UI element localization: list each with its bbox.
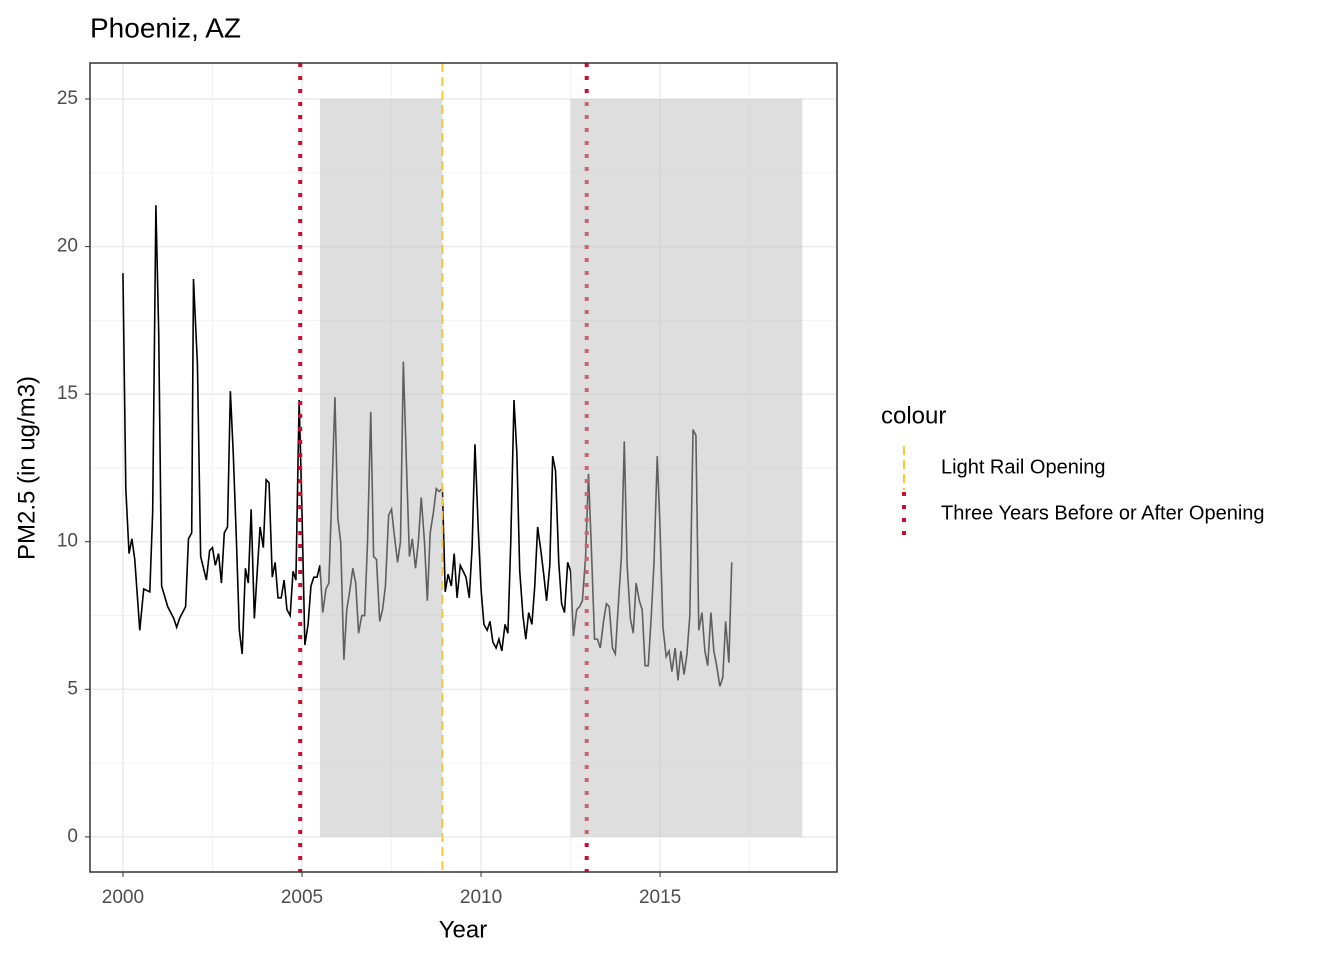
shaded-region	[570, 99, 803, 837]
x-tick-label: 2015	[639, 887, 681, 908]
legend-title: colour	[881, 402, 946, 429]
y-tick-label: 20	[57, 236, 78, 257]
plot-border	[89, 62, 838, 873]
x-tick-label: 2005	[281, 887, 323, 908]
x-tick-label: 2000	[102, 887, 144, 908]
y-tick-label: 10	[57, 531, 78, 552]
x-axis-label: Year	[439, 916, 488, 943]
y-tick-label: 25	[57, 88, 78, 109]
legend-label: Three Years Before or After Opening	[941, 502, 1265, 524]
y-axis-label: PM2.5 (in ug/m3)	[13, 376, 40, 560]
legend-label: Light Rail Opening	[941, 456, 1106, 478]
shaded-region	[319, 99, 443, 837]
y-tick-label: 5	[67, 678, 78, 699]
y-tick-label: 15	[57, 383, 78, 404]
y-tick-label: 0	[67, 826, 78, 847]
x-tick-label: 2010	[460, 887, 502, 908]
chart-title: Phoeniz, AZ	[90, 12, 241, 43]
